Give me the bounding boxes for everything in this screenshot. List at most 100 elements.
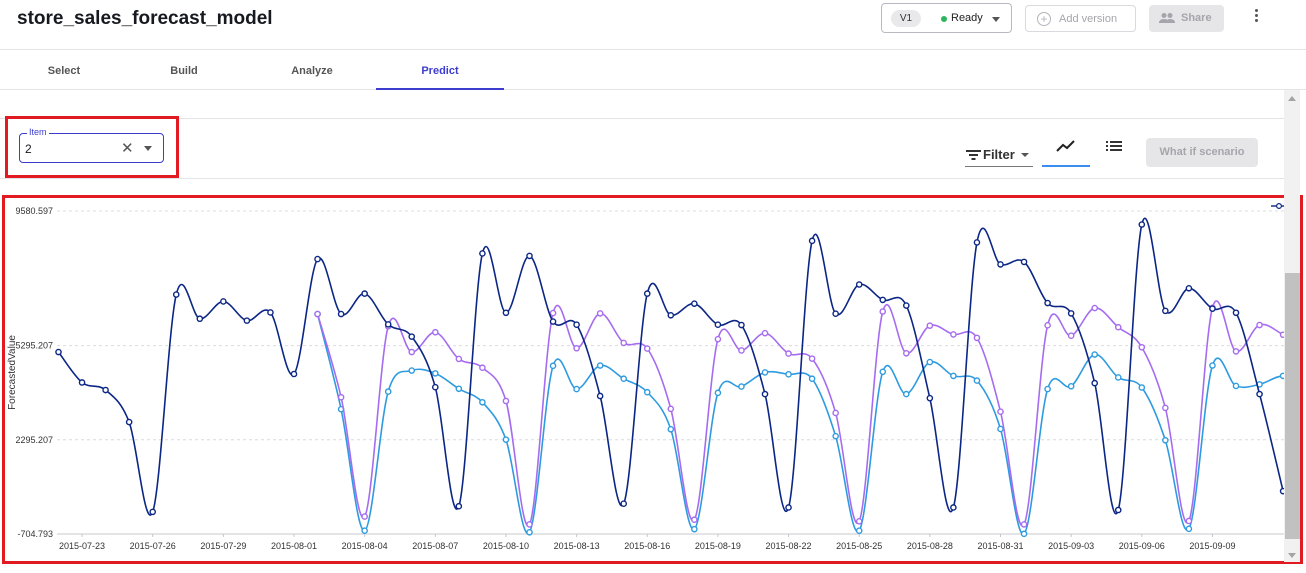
data-point xyxy=(431,370,439,377)
share-button[interactable]: Share xyxy=(1149,5,1224,32)
tab-build[interactable]: Build xyxy=(170,65,198,77)
data-point xyxy=(667,311,675,319)
data-point xyxy=(1091,351,1098,358)
list-view-button[interactable] xyxy=(1103,138,1125,156)
data-point xyxy=(455,385,463,393)
data-point xyxy=(1232,348,1240,355)
data-point xyxy=(855,281,863,288)
active-tab-indicator xyxy=(376,88,504,90)
data-point xyxy=(997,425,1004,433)
x-tick-label: 2015-08-04 xyxy=(342,541,388,551)
data-point xyxy=(785,504,792,511)
data-point xyxy=(1044,299,1051,307)
data-point xyxy=(337,393,345,401)
data-point xyxy=(1067,310,1075,317)
tab-predict[interactable]: Predict xyxy=(421,65,459,77)
tab-select[interactable]: Select xyxy=(47,65,81,77)
data-point xyxy=(1020,258,1028,266)
data-point xyxy=(1162,307,1169,315)
data-point xyxy=(384,388,392,395)
version-selector[interactable]: V1 Ready xyxy=(881,3,1012,33)
data-point xyxy=(1232,382,1240,390)
data-point xyxy=(455,355,463,363)
data-point xyxy=(290,370,298,378)
data-point xyxy=(738,383,745,390)
data-point xyxy=(714,335,722,343)
forecast-chart: 9580.597 5295.207 2295.207 -704.793 Forecast… xyxy=(7,202,1300,551)
data-point xyxy=(1020,521,1028,528)
y-tick-label: 9580.597 xyxy=(15,206,53,216)
tab-bar: Select Build Analyze Predict xyxy=(0,51,1306,90)
scroll-down-icon[interactable] xyxy=(1288,553,1296,558)
x-tick-label: 2015-09-03 xyxy=(1048,541,1094,551)
item-field[interactable]: Item ✕ xyxy=(19,127,164,163)
what-if-scenario-button[interactable]: What if scenario xyxy=(1146,138,1258,167)
data-point xyxy=(643,290,651,297)
data-point xyxy=(738,321,745,329)
x-tick-label: 2015-07-29 xyxy=(200,541,246,551)
data-point xyxy=(1185,517,1193,525)
data-point xyxy=(502,309,510,317)
data-point xyxy=(973,334,981,342)
item-input[interactable] xyxy=(25,141,115,156)
filter-button[interactable]: Filter xyxy=(965,145,1033,167)
data-point xyxy=(55,348,62,356)
data-point xyxy=(879,296,887,304)
model-title: store_sales_forecast_model xyxy=(17,8,273,29)
data-point xyxy=(384,321,392,328)
data-point xyxy=(973,239,981,246)
list-icon xyxy=(1106,141,1122,151)
data-point xyxy=(220,298,227,305)
data-point xyxy=(549,309,557,317)
filter-label: Filter xyxy=(983,147,1015,162)
line-chart-view-button[interactable] xyxy=(1042,136,1090,167)
x-tick-label: 2015-08-16 xyxy=(624,541,670,551)
data-point xyxy=(337,310,345,318)
data-point xyxy=(361,290,368,297)
data-point xyxy=(808,237,816,245)
y-tick-label: 2295.207 xyxy=(15,435,53,445)
data-point xyxy=(832,310,839,318)
data-point xyxy=(149,508,156,516)
scroll-up-icon[interactable] xyxy=(1288,96,1296,101)
x-tick-label: 2015-07-26 xyxy=(130,541,176,551)
divider xyxy=(0,178,1284,179)
data-point xyxy=(573,385,580,393)
data-point xyxy=(196,315,204,323)
data-point xyxy=(596,392,604,400)
x-tick-label: 2015-08-22 xyxy=(766,541,812,551)
data-point xyxy=(903,349,910,357)
data-point xyxy=(1044,322,1051,329)
data-point xyxy=(667,405,675,413)
scrollbar-thumb[interactable] xyxy=(1285,273,1300,539)
data-point xyxy=(997,261,1004,268)
data-point xyxy=(361,513,368,520)
data-point xyxy=(526,252,533,260)
people-icon xyxy=(1159,13,1175,23)
data-point xyxy=(1138,344,1146,351)
data-point xyxy=(408,333,416,340)
data-point xyxy=(855,527,863,535)
add-version-button[interactable]: + Add version xyxy=(1025,5,1136,32)
data-point xyxy=(903,302,910,309)
tab-analyze[interactable]: Analyze xyxy=(291,65,333,77)
close-icon[interactable]: ✕ xyxy=(121,140,134,157)
data-point xyxy=(1020,530,1028,538)
data-point xyxy=(950,372,957,380)
data-point xyxy=(714,389,722,397)
more-options-icon[interactable] xyxy=(1250,8,1262,28)
data-point xyxy=(926,322,934,329)
data-point xyxy=(596,362,604,369)
chevron-down-icon[interactable] xyxy=(144,146,152,151)
data-point xyxy=(691,516,698,524)
data-point xyxy=(785,350,792,357)
data-point xyxy=(408,367,416,374)
data-point xyxy=(549,318,557,325)
data-point xyxy=(1044,385,1051,393)
add-version-label: Add version xyxy=(1059,13,1118,25)
data-point xyxy=(243,317,251,324)
data-point xyxy=(573,344,580,352)
data-point xyxy=(1067,332,1075,339)
data-point xyxy=(361,527,368,535)
status-dot-icon xyxy=(941,16,947,22)
